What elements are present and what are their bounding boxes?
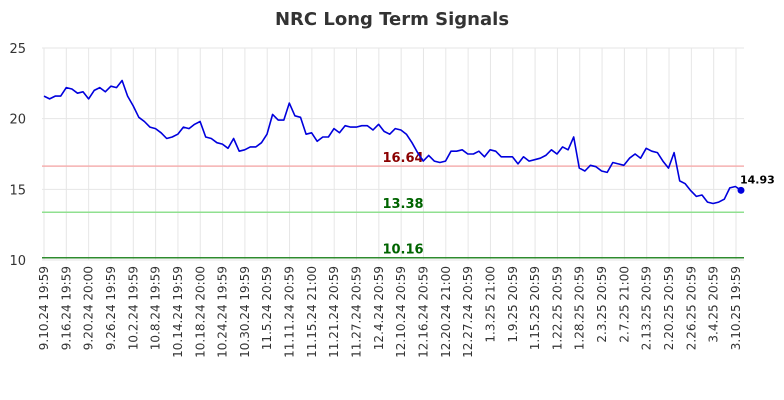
x-tick-label: 9.20.24 20:00: [82, 266, 96, 350]
x-tick-label: 9.26.24 19:59: [104, 266, 118, 350]
x-tick-label: 2.13.25 20:59: [640, 266, 654, 350]
level-label: 16.64: [382, 151, 423, 166]
series: 14.93: [43, 79, 775, 205]
last-point: [737, 186, 745, 194]
level-label: 13.38: [382, 197, 423, 212]
x-tick-label: 1.3.25 21:00: [483, 266, 497, 343]
x-tick-label: 12.27.24 20:59: [461, 266, 475, 358]
x-tick-label: 2.20.25 20:59: [662, 266, 676, 350]
x-tick-label: 12.4.24 20:59: [372, 266, 386, 350]
x-tick-label: 3.10.25 19:59: [729, 266, 743, 350]
x-tick-label: 9.16.24 19:59: [59, 266, 73, 350]
last-value-label: 14.93: [740, 173, 775, 186]
x-tick-label: 11.27.24 20:59: [350, 266, 364, 358]
price-line: [43, 79, 742, 205]
signal-levels: 16.64 13.38 10.16: [42, 151, 744, 259]
x-tick-label: 1.15.25 20:59: [528, 266, 542, 350]
level-label: 10.16: [382, 243, 423, 258]
x-tick-label: 9.10.24 19:59: [37, 266, 51, 350]
x-tick-label: 1.9.25 20:59: [506, 266, 520, 343]
y-axis: 10 15 20 25: [9, 42, 26, 269]
x-tick-label: 12.16.24 20:59: [416, 266, 430, 358]
x-tick-label: 11.11.24 20:59: [283, 266, 297, 358]
x-tick-label: 12.20.24 21:00: [439, 266, 453, 358]
x-tick-label: 11.15.24 21:00: [305, 266, 319, 358]
y-tick-label: 20: [9, 113, 26, 128]
x-tick-label: 10.24.24 19:59: [216, 266, 230, 358]
x-tick-label: 1.28.25 20:59: [573, 266, 587, 350]
x-tick-label: 12.10.24 20:59: [394, 266, 408, 358]
x-tick-label: 10.18.24 20:00: [193, 266, 207, 358]
y-tick-label: 10: [9, 254, 26, 269]
x-tick-label: 2.26.25 20:59: [684, 266, 698, 350]
x-tick-label: 11.5.24 20:59: [260, 266, 274, 350]
x-tick-label: 10.2.24 19:59: [126, 266, 140, 350]
x-tick-label: 3.4.25 20:59: [707, 266, 721, 343]
x-tick-label: 2.7.25 21:00: [617, 266, 631, 343]
y-tick-label: 25: [9, 42, 26, 57]
x-tick-label: 10.8.24 19:59: [149, 266, 163, 350]
y-tick-label: 15: [9, 183, 26, 198]
chart-title: NRC Long Term Signals: [275, 9, 509, 30]
x-tick-label: 10.14.24 19:59: [171, 266, 185, 358]
grid: [42, 47, 744, 261]
x-tick-label: 10.30.24 19:59: [238, 266, 252, 358]
x-tick-label: 2.3.25 20:59: [595, 266, 609, 343]
x-axis: 9.10.24 19:59 9.16.24 19:59 9.20.24 20:00 9…: [37, 266, 743, 358]
x-tick-label: 1.22.25 20:59: [550, 266, 564, 350]
x-tick-label: 11.21.24 20:59: [327, 266, 341, 358]
